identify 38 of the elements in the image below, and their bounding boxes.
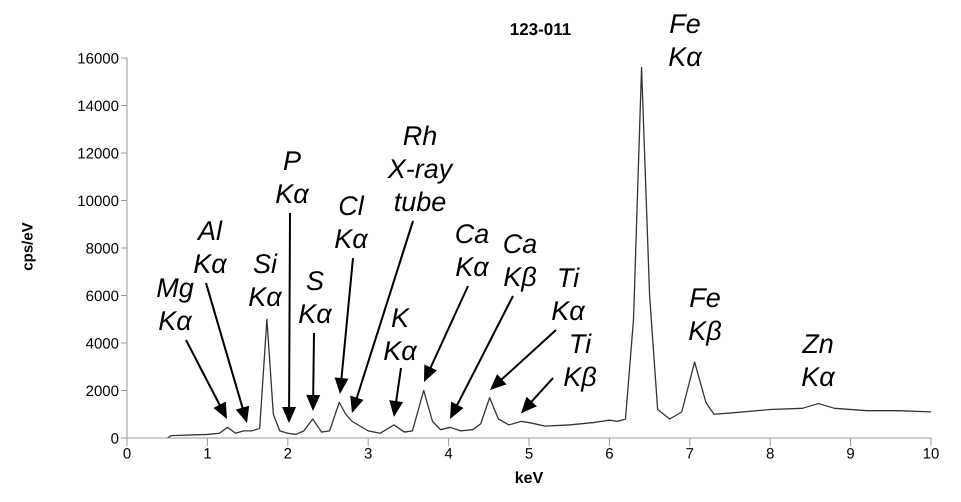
y-axis-title: cps/eV <box>20 221 36 273</box>
y-tick-label: 4000 <box>86 335 119 352</box>
annotation: Cl Kα <box>334 191 370 254</box>
y-tick-label: 0 <box>110 430 119 448</box>
x-tick-label: 2 <box>284 446 292 463</box>
x-tick-label: 3 <box>364 446 372 463</box>
y-tick-label: 12000 <box>77 145 119 162</box>
x-tick-label: 10 <box>922 446 940 463</box>
annotation: Fe Kα <box>668 9 704 72</box>
annotation: Ti Kβ <box>563 329 597 392</box>
y-tick-label: 8000 <box>86 240 119 258</box>
x-tick-label: 5 <box>524 446 534 463</box>
annotation: Mg Kα <box>156 273 194 336</box>
chart-title: 123-011 <box>510 20 572 39</box>
y-tick-label: 14000 <box>77 98 119 115</box>
y-tick-label: 16000 <box>77 50 119 68</box>
annotation: Fe Kβ <box>688 283 722 346</box>
y-tick-label: 6000 <box>86 288 119 305</box>
x-tick-label: 9 <box>846 446 855 463</box>
x-axis-title: keV <box>514 470 544 488</box>
annotation: K Kα <box>383 303 418 366</box>
y-tick-label: 10000 <box>77 192 119 210</box>
annotation: Ca Kβ <box>502 229 538 292</box>
x-tick-label: 7 <box>686 446 694 463</box>
annotation: P Kα <box>275 146 310 209</box>
annotation: Si Kα <box>248 249 284 312</box>
annotation: Rh X-ray tube <box>386 121 454 217</box>
x-tick-label: 4 <box>444 446 453 463</box>
x-tick-label: 0 <box>122 446 132 463</box>
y-tick-label: 2000 <box>86 382 119 400</box>
x-tick-label: 6 <box>605 446 614 463</box>
annotation: S Kα <box>298 266 334 329</box>
x-tick-label: 1 <box>203 446 212 463</box>
x-tick-label: 8 <box>766 446 774 463</box>
annotation: Ti Kα <box>551 263 586 326</box>
annotation: Al Kα <box>193 216 228 279</box>
annotation: Ca Kα <box>454 219 490 282</box>
annotation: Zn Kα <box>801 329 836 392</box>
